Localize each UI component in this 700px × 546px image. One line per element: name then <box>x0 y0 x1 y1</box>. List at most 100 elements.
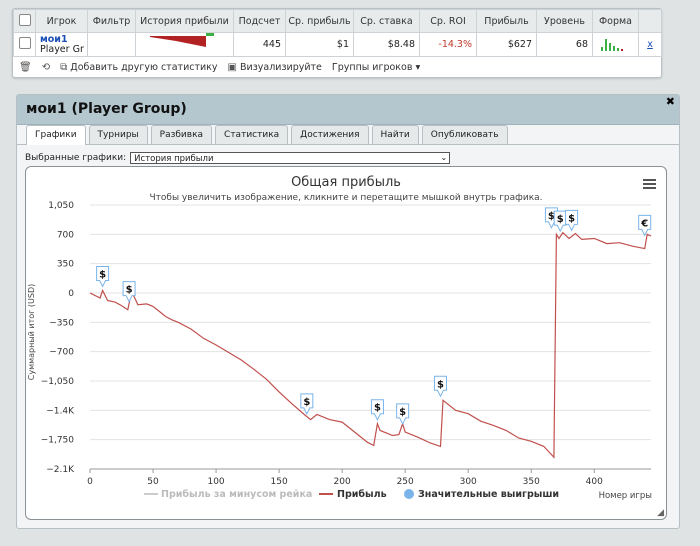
chart-select[interactable]: История прибыли ⌄ <box>130 152 451 164</box>
filter-cell <box>87 32 136 57</box>
marker-flag <box>433 375 447 398</box>
count-cell: 445 <box>233 32 286 57</box>
col-form[interactable]: Форма <box>592 9 639 33</box>
col-profit-history[interactable]: История прибыли <box>135 9 234 33</box>
marker-flag <box>122 281 136 303</box>
big-win-marker: $ <box>433 375 447 398</box>
col-level[interactable]: Уровень <box>536 9 593 33</box>
table-header-row: Игрок Фильтр История прибыли Подсчет Ср.… <box>13 9 662 33</box>
col-avg-stake[interactable]: Ср. ставка <box>353 9 420 33</box>
big-win-markers: $$$$ $$$ $ $ € <box>96 207 652 426</box>
x-axis-label: Номер игры <box>599 491 652 501</box>
copy-icon: ⧉ <box>60 61 68 73</box>
legend-item-net-profit[interactable]: Прибыль за минусом рейка <box>144 489 312 500</box>
remove-link[interactable]: x <box>638 32 662 57</box>
tab-divider <box>17 144 679 145</box>
profit-cell: $627 <box>476 32 537 57</box>
stats-panel: Игрок Фильтр История прибыли Подсчет Ср.… <box>12 8 662 78</box>
refresh-icon[interactable]: ⟲ <box>41 61 51 73</box>
x-tick-label: 200 <box>334 477 351 487</box>
avg-stake-cell: $8.48 <box>353 32 420 57</box>
x-tick-label: 250 <box>397 477 414 487</box>
big-win-marker: $ <box>96 265 110 288</box>
marker-flag <box>565 209 579 232</box>
legend-item-profit[interactable]: Прибыль <box>319 489 387 500</box>
chart-grid <box>90 204 651 470</box>
chart-title: Общая прибыль <box>291 175 401 190</box>
tab-tournaments[interactable]: Турниры <box>88 125 148 144</box>
player-groups-dropdown[interactable]: Группы игроков ▾ <box>331 61 421 73</box>
legend-item-big-wins[interactable]: Значительные выигрыши <box>404 489 559 500</box>
tab-breakdown[interactable]: Разбивка <box>150 125 213 144</box>
chart-container[interactable]: Общая прибыль Чтобы увеличить изображени… <box>25 166 667 520</box>
y-tick-label: −1,750 <box>41 436 75 446</box>
col-profit[interactable]: Прибыль <box>476 9 537 33</box>
player-subname: Player Gr <box>40 43 84 55</box>
chart-select-row: Выбранные графики: История прибыли ⌄ <box>25 152 451 164</box>
marker-label: $ <box>399 407 406 418</box>
x-tick-label: 50 <box>147 477 159 487</box>
marker-label: $ <box>548 211 555 222</box>
chart-series <box>89 231 652 459</box>
chart-legend: Прибыль за минусом рейка Прибыль Значите… <box>144 489 559 500</box>
y-tick-label: 1,050 <box>48 201 74 211</box>
big-win-marker: $ <box>565 209 579 232</box>
big-win-marker: $ <box>122 281 136 303</box>
marker-label: $ <box>303 397 310 408</box>
big-win-marker: € <box>638 214 652 237</box>
x-axis: 0 50 100 150 200 250 300 350 400 <box>87 469 603 487</box>
col-avg-profit[interactable]: Ср. прибыль <box>285 9 354 33</box>
col-count[interactable]: Подсчет <box>233 9 286 33</box>
col-avg-roi[interactable]: Ср. ROI <box>419 9 477 33</box>
tab-find[interactable]: Найти <box>371 125 419 144</box>
y-axis: 1,050 700 350 0 −350 −700 −1,050 −1.4K −1,750 −2.… <box>41 201 75 475</box>
tab-publish[interactable]: Опубликовать <box>421 125 508 144</box>
player-cell: мои1 Player Gr <box>35 32 88 57</box>
add-stats-button[interactable]: ⧉ Добавить другую статистику <box>60 61 218 73</box>
x-tick-label: 400 <box>586 477 603 487</box>
marker-flag <box>96 265 110 288</box>
chart-subtitle: Чтобы увеличить изображение, кликните и … <box>149 193 542 203</box>
col-filter[interactable]: Фильтр <box>87 9 136 33</box>
y-tick-label: −1,050 <box>41 377 75 387</box>
tab-statistics[interactable]: Статистика <box>215 125 289 144</box>
select-all-checkbox[interactable] <box>13 9 36 33</box>
col-player[interactable]: Игрок <box>35 9 88 33</box>
tab-achievements[interactable]: Достижения <box>291 125 369 144</box>
player-group-window: мои1 (Player Group) ✖ Графики Турниры Ра… <box>16 94 680 529</box>
visualize-button[interactable]: ▣ Визуализируйте <box>227 61 322 73</box>
chevron-down-icon: ⌄ <box>440 153 448 162</box>
trash-icon[interactable]: 🗑 <box>19 61 32 73</box>
window-tabs: Графики Турниры Разбивка Статистика Дост… <box>26 125 508 145</box>
big-win-marker: $ <box>300 393 314 415</box>
marker-flag <box>396 403 410 426</box>
stats-table: Игрок Фильтр История прибыли Подсчет Ср.… <box>13 9 662 57</box>
window-header <box>17 95 679 125</box>
player-link[interactable]: мои1 <box>40 33 68 45</box>
profit-chart[interactable]: Общая прибыль Чтобы увеличить изображени… <box>26 167 666 519</box>
marker-label: € <box>640 218 648 229</box>
resize-handle-icon[interactable]: ◢ <box>657 508 664 518</box>
x-tick-label: 350 <box>523 477 540 487</box>
y-tick-label: 700 <box>57 230 74 240</box>
marker-flag <box>370 399 384 421</box>
window-title: мои1 (Player Group) <box>26 101 187 117</box>
x-tick-label: 100 <box>207 477 224 487</box>
marker-label: $ <box>374 403 381 414</box>
big-win-marker: $ <box>396 403 410 426</box>
y-tick-label: 0 <box>68 289 74 299</box>
chart-select-value: История прибыли <box>134 154 214 164</box>
legend-label-profit: Прибыль <box>337 489 387 500</box>
marker-flag <box>300 393 314 415</box>
menu-icon[interactable] <box>643 179 656 189</box>
close-icon[interactable]: ✖ <box>665 95 675 108</box>
legend-label-net-profit: Прибыль за минусом рейка <box>161 489 312 500</box>
stats-toolbar: 🗑 ⟲ ⧉ Добавить другую статистику ▣ Визуа… <box>19 60 420 74</box>
avg-roi-cell: -14.3% <box>419 32 477 57</box>
chart-select-label: Выбранные графики: <box>25 153 127 163</box>
marker-flag <box>638 214 652 237</box>
x-tick-label: 150 <box>271 477 288 487</box>
big-win-marker: $ <box>553 210 567 233</box>
tab-charts[interactable]: Графики <box>26 125 86 145</box>
row-checkbox[interactable] <box>13 32 36 57</box>
